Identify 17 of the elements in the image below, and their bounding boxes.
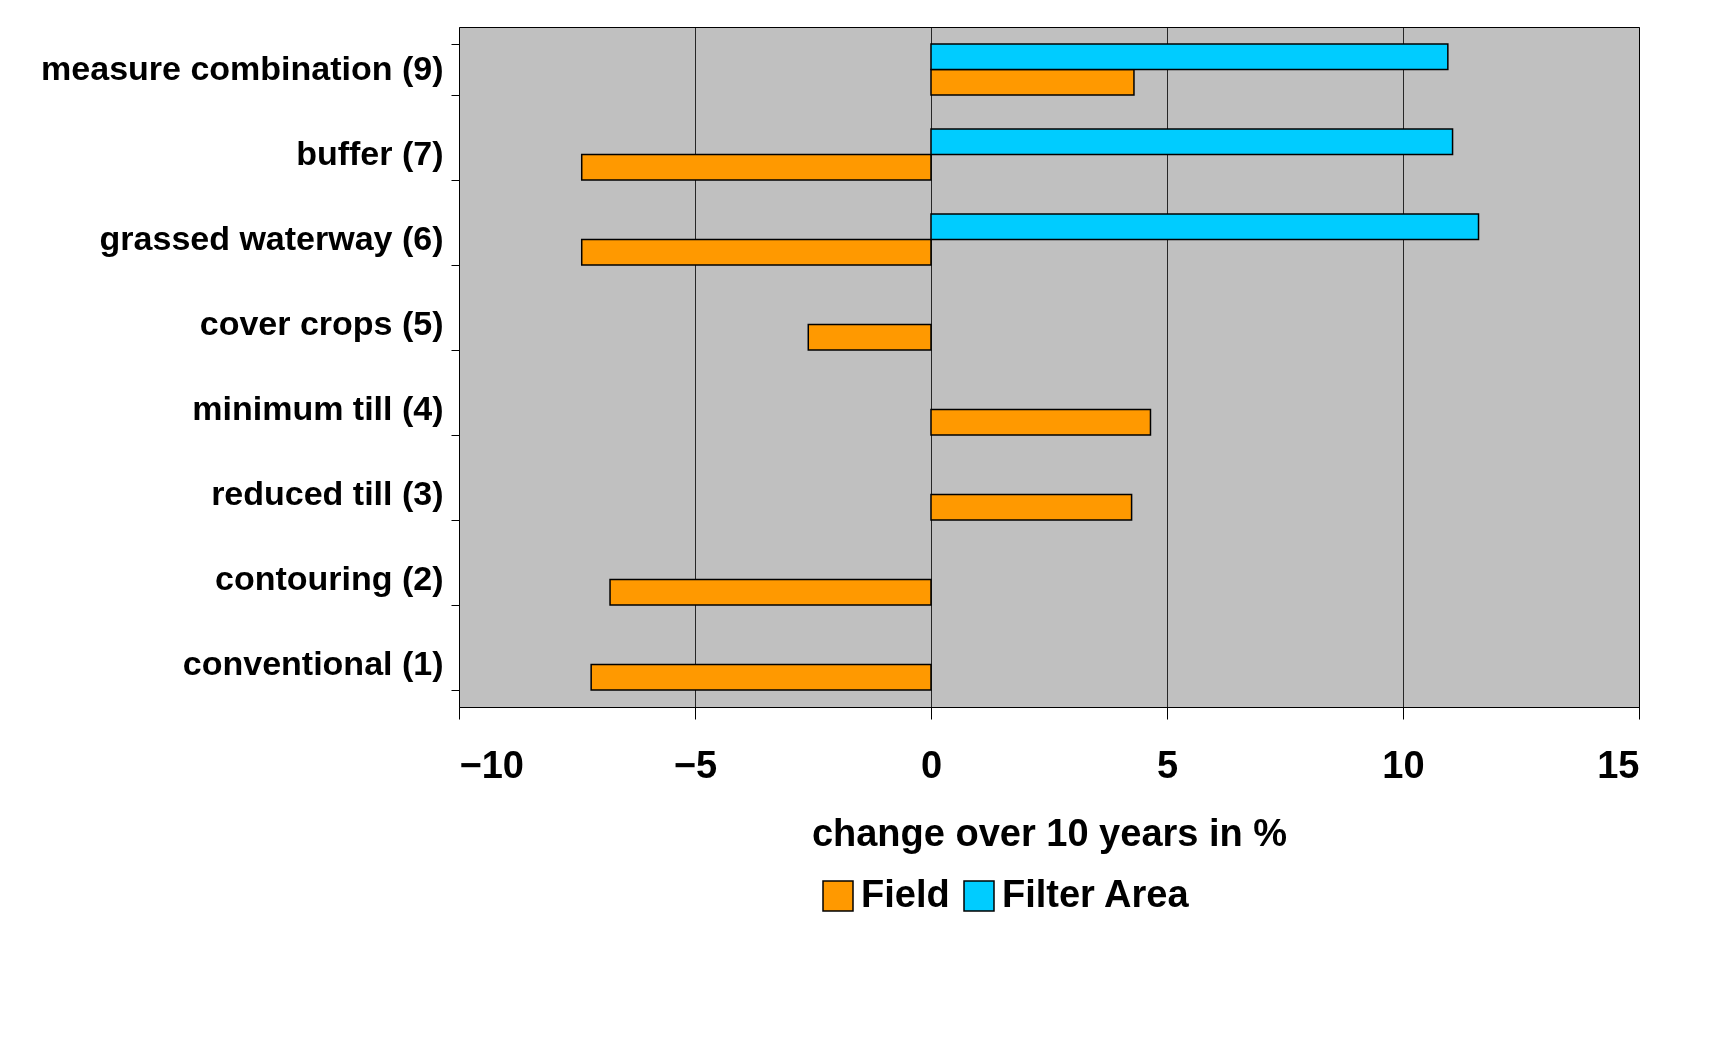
y-tick-label: conventional (1) <box>182 644 444 682</box>
legend-label: Field <box>861 873 950 915</box>
y-tick-label: reduced till (3) <box>211 474 444 512</box>
x-tick-label: 0 <box>920 743 943 786</box>
x-tick-label: 15 <box>1597 743 1640 786</box>
y-tick-label: buffer (7) <box>296 134 444 172</box>
y-tick-label: grassed waterway (6) <box>99 219 444 257</box>
y-tick-label: contouring (2) <box>214 559 444 597</box>
x-tick-label: 5 <box>1156 743 1179 786</box>
y-tick-label: measure combination (9) <box>41 49 444 87</box>
x-tick-label: −10 <box>459 743 524 786</box>
y-tick-label: cover crops (5) <box>199 304 444 342</box>
legend-label: Filter Area <box>1002 873 1190 915</box>
y-tick-label: minimum till (4) <box>192 389 444 427</box>
x-tick-label: 10 <box>1382 743 1425 786</box>
x-axis-title: change over 10 years in % <box>811 811 1288 854</box>
x-tick-label: −5 <box>673 743 718 786</box>
